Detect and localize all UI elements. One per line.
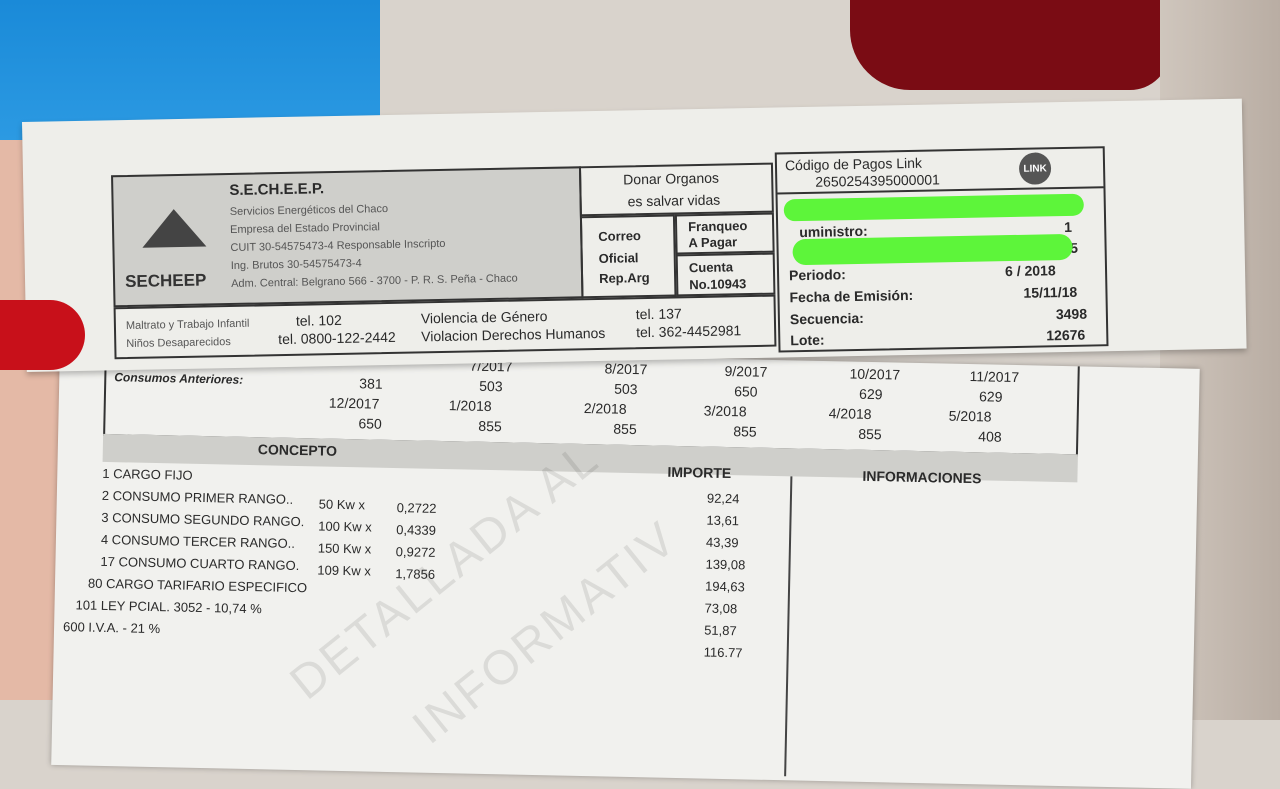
phone-number: tel. 102 — [295, 311, 342, 329]
background-red-fabric — [850, 0, 1170, 90]
logo-text: SECHEEP — [124, 270, 207, 292]
concepto-label: 17 CONSUMO CUARTO RANGO. — [100, 553, 300, 574]
concepto-label: 600 I.V.A. - 21 % — [62, 619, 161, 637]
periodo-label: Periodo: — [788, 266, 847, 284]
phone-label: Maltrato y Trabajo Infantil — [125, 317, 250, 333]
consumo-period: 3/2018 — [703, 402, 747, 420]
concepto-label: 2 CONSUMO PRIMER RANGO.. — [101, 487, 294, 507]
concepto-kw: 150 Kw x — [317, 540, 372, 557]
phone-number: tel. 362-4452981 — [635, 322, 742, 341]
company-line: Ing. Brutos 30-54575473-4 — [230, 257, 362, 273]
pagos-label: Código de Pagos Link — [784, 154, 923, 174]
consumo-period: 5/2018 — [948, 407, 992, 425]
consumo-value: 855 — [478, 417, 502, 435]
correo-text: Oficial — [598, 250, 639, 266]
donar-text: es salvar vidas — [627, 191, 721, 210]
importe-value: 116.77 — [703, 644, 743, 661]
consumo-value: 650 — [734, 383, 758, 400]
consumo-period: 8/2017 — [604, 360, 648, 378]
concepto-kw: 50 Kw x — [318, 496, 366, 513]
redaction-mark — [792, 233, 1073, 266]
consumo-period: 12/2017 — [328, 394, 380, 412]
phone-number: tel. 0800-122-2442 — [278, 328, 396, 348]
bill-lower-section: Consumos Anteriores: 7/2017 8/2017 9/2017 1… — [51, 345, 1200, 789]
phone-number: tel. 137 — [635, 305, 682, 323]
consumo-value: 503 — [614, 380, 638, 398]
column-divider — [784, 476, 793, 777]
correo-text: Correo — [598, 228, 642, 244]
pagos-code: 2650254395000001 — [815, 171, 941, 190]
concepto-label: 3 CONSUMO SEGUNDO RANGO. — [101, 509, 305, 530]
phone-label: Violencia de Género — [420, 307, 548, 327]
consumo-value: 650 — [358, 415, 382, 432]
bill-top-section: SECHEEP S.E.CH.E.E.P. Servicios Energéti… — [22, 98, 1247, 372]
concepto-header: CONCEPTO — [257, 441, 338, 459]
donar-text: Donar Organos — [623, 169, 720, 188]
importe-value: 139,08 — [705, 556, 746, 573]
secuencia-label: Secuencia: — [789, 309, 865, 328]
correo-text: Rep.Arg — [598, 269, 650, 286]
cuenta-number: No.10943 — [689, 276, 747, 293]
informaciones-header: INFORMACIONES — [862, 467, 982, 487]
consumo-value: 629 — [978, 388, 1003, 405]
importe-value: 43,39 — [705, 534, 739, 551]
phone-label: Niños Desaparecidos — [126, 336, 231, 351]
consumo-period: 10/2017 — [849, 365, 901, 383]
consumo-value: 855 — [858, 425, 882, 443]
concepto-rate: 1,7856 — [395, 566, 436, 582]
concepto-rate: 0,2722 — [396, 500, 437, 516]
consumo-value: 855 — [613, 420, 637, 438]
concepto-rate: 0,9272 — [395, 544, 436, 560]
consumos-label: Consumos Anteriores: — [114, 370, 244, 387]
importe-value: 13,61 — [706, 512, 740, 529]
consumo-value: 629 — [858, 385, 883, 403]
fingernail — [0, 300, 85, 370]
consumo-value: 381 — [359, 375, 383, 392]
concepto-kw: 100 Kw x — [318, 518, 372, 535]
franqueo-text: A Pagar — [688, 234, 738, 251]
emision-label: Fecha de Emisión: — [789, 286, 914, 306]
importe-value: 92,24 — [706, 490, 740, 507]
consumo-period: 4/2018 — [828, 405, 872, 423]
secheep-logo-icon — [141, 208, 207, 248]
concepto-kw: 109 Kw x — [317, 562, 371, 579]
importe-value: 73,08 — [704, 600, 738, 617]
concepto-label: 80 CARGO TARIFARIO ESPECIFICO — [87, 575, 308, 596]
consumo-period: 11/2017 — [969, 368, 1020, 386]
importe-header: IMPORTE — [667, 463, 732, 482]
concepto-label: 4 CONSUMO TERCER RANGO.. — [100, 531, 296, 551]
consumo-period: 9/2017 — [724, 362, 768, 380]
lote-label: Lote: — [790, 331, 825, 349]
franqueo-text: Franqueo — [687, 218, 748, 235]
concepto-rate: 0,4339 — [396, 522, 437, 538]
emision-value: 15/11/18 — [1023, 283, 1078, 301]
consumo-period: 1/2018 — [448, 397, 492, 415]
cuenta-text: Cuenta — [688, 259, 734, 276]
company-name: S.E.CH.E.E.P. — [229, 180, 325, 200]
consumo-value: 408 — [978, 428, 1002, 445]
secuencia-value: 3498 — [1055, 305, 1088, 323]
suministro-value: 1 — [1064, 218, 1073, 236]
consumo-value: 855 — [733, 423, 757, 440]
periodo-value: 6 / 2018 — [1004, 262, 1056, 280]
consumo-value: 503 — [479, 377, 503, 395]
importe-value: 51,87 — [704, 622, 737, 639]
consumo-period: 2/2018 — [583, 399, 627, 417]
concepto-label: 101 LEY PCIAL. 3052 - 10,74 % — [75, 597, 262, 617]
lote-value: 12676 — [1046, 326, 1086, 344]
importe-value: 194,63 — [704, 578, 746, 595]
concepto-label: 1 CARGO FIJO — [102, 465, 193, 483]
